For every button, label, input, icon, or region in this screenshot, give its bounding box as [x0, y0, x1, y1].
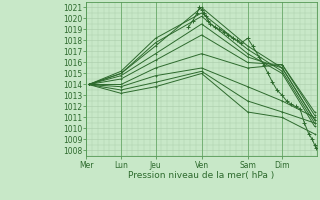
- X-axis label: Pression niveau de la mer( hPa ): Pression niveau de la mer( hPa ): [128, 171, 275, 180]
